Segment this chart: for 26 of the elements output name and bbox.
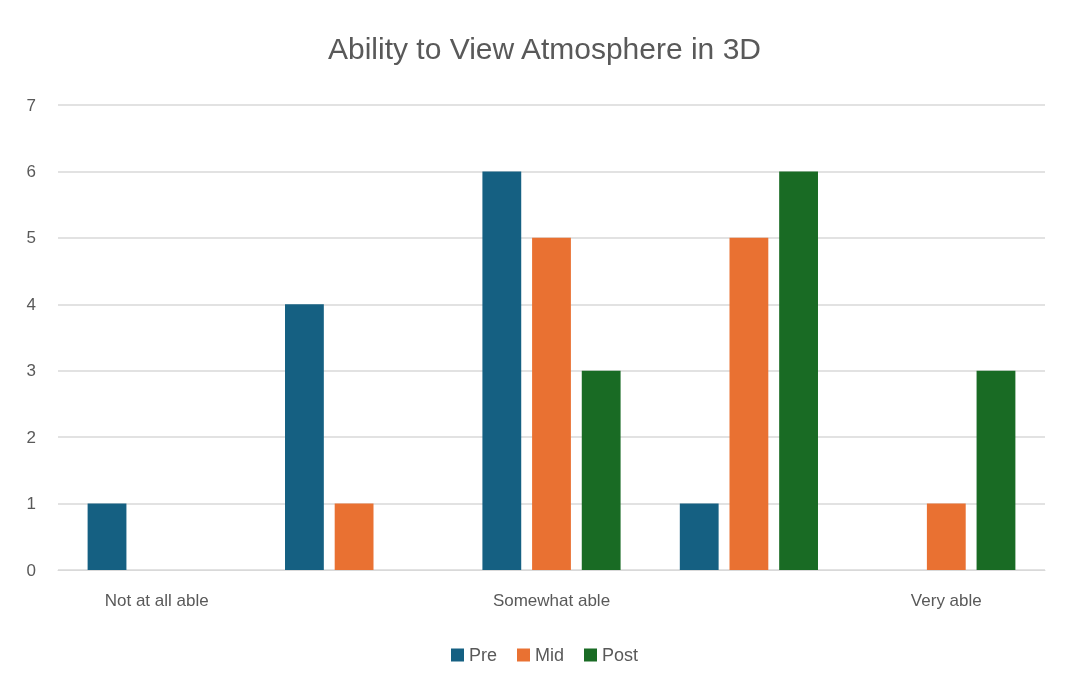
- bar: [679, 503, 719, 570]
- legend-label: Pre: [468, 645, 497, 665]
- legend-label: Mid: [534, 645, 565, 665]
- bar: [976, 370, 1016, 570]
- bar: [532, 237, 571, 570]
- chart-title: Ability to View Atmosphere in 3D: [328, 31, 761, 65]
- bar: [285, 304, 324, 570]
- bar: [729, 237, 769, 570]
- bar: [926, 503, 966, 570]
- x-tick-label: Not at all able: [104, 591, 209, 610]
- bar: [482, 171, 522, 570]
- bar: [779, 171, 818, 570]
- y-tick-label: 1: [26, 494, 36, 514]
- y-tick-label: 2: [26, 427, 36, 447]
- y-tick-label: 4: [26, 294, 36, 314]
- y-tick-label: 7: [26, 95, 36, 115]
- y-tick-label: 3: [26, 361, 36, 381]
- bar: [87, 503, 127, 570]
- y-tick-label: 5: [26, 228, 36, 248]
- bar: [581, 370, 621, 570]
- bar: [334, 503, 374, 570]
- legend-label: Post: [602, 645, 639, 665]
- y-tick-label: 6: [26, 161, 36, 181]
- x-tick-label: Very able: [910, 591, 982, 610]
- x-tick-label: Somewhat able: [492, 591, 611, 610]
- y-tick-label: 0: [26, 560, 36, 580]
